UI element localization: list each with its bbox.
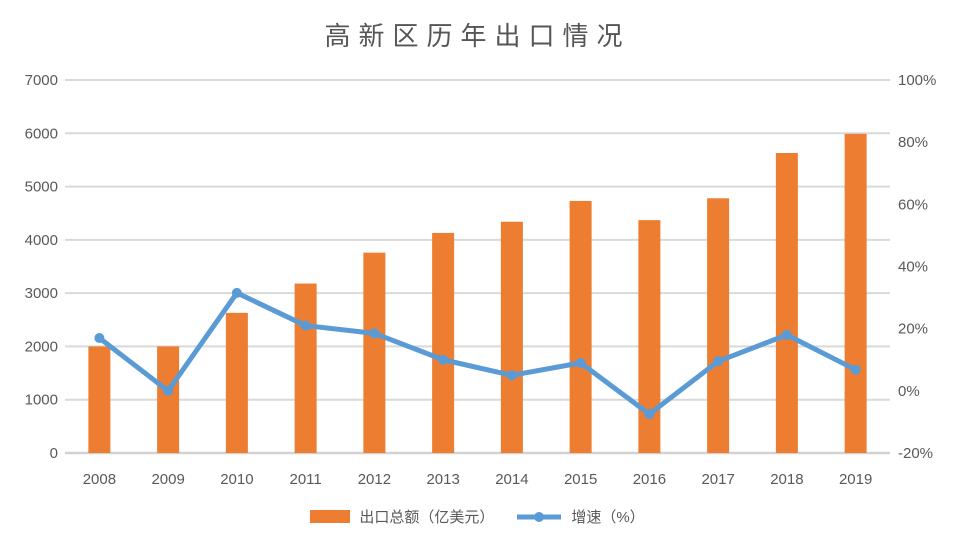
- x-axis-label-2013: 2013: [426, 471, 459, 488]
- x-axis-label-2016: 2016: [633, 471, 666, 488]
- right-axis-tick-label: 0%: [898, 383, 920, 400]
- left-axis-tick-label: 1000: [25, 392, 58, 409]
- legend-label-exports: 出口总额（亿美元）: [359, 509, 495, 526]
- legend: 出口总额（亿美元） 增速（%）: [0, 506, 955, 527]
- left-axis-tick-label: 3000: [25, 285, 58, 302]
- bar-2011: [294, 283, 317, 453]
- growth-marker-2010: [231, 287, 242, 298]
- x-axis-label-2014: 2014: [495, 471, 528, 488]
- bar-2017: [707, 198, 730, 453]
- x-axis-label-2018: 2018: [770, 471, 803, 488]
- bar-2012: [363, 252, 386, 453]
- growth-marker-2018: [781, 329, 792, 340]
- line-series-swatch-icon: [517, 511, 562, 522]
- bar-series-swatch-icon: [310, 510, 351, 523]
- right-axis-tick-label: 60%: [898, 196, 928, 213]
- right-axis-tick-label: 100%: [898, 72, 936, 89]
- growth-marker-2019: [850, 364, 861, 375]
- bar-2019: [844, 133, 867, 453]
- legend-label-growth: 增速（%）: [571, 509, 645, 526]
- growth-marker-2017: [713, 356, 724, 367]
- legend-item-exports: 出口总额（亿美元）: [310, 506, 494, 527]
- bar-2015: [569, 200, 592, 453]
- left-axis-tick-label: 4000: [25, 232, 58, 249]
- x-axis-label-2017: 2017: [701, 471, 734, 488]
- x-axis-label-2012: 2012: [358, 471, 391, 488]
- growth-marker-2015: [575, 357, 586, 368]
- right-axis-tick-label: -20%: [898, 445, 933, 462]
- x-axis-label-2009: 2009: [151, 471, 184, 488]
- bar-2014: [500, 221, 523, 453]
- bar-2009: [157, 346, 180, 453]
- bar-2018: [775, 153, 798, 453]
- left-axis-tick-label: 6000: [25, 125, 58, 142]
- x-axis-label-2011: 2011: [289, 471, 321, 488]
- bar-2016: [638, 220, 661, 453]
- x-axis-label-2010: 2010: [220, 471, 253, 488]
- growth-marker-2011: [300, 320, 311, 331]
- growth-line: [96, 290, 859, 417]
- growth-marker-2009: [163, 385, 174, 396]
- legend-item-growth: 增速（%）: [516, 506, 645, 527]
- x-axis-label-2008: 2008: [83, 471, 116, 488]
- x-axis-label-2019: 2019: [839, 471, 872, 488]
- left-axis-tick-label: 5000: [25, 179, 58, 196]
- right-axis-tick-label: 40%: [898, 259, 928, 276]
- bar-2010: [225, 312, 248, 453]
- right-axis-tick-label: 20%: [898, 321, 928, 338]
- bar-2008: [88, 346, 111, 453]
- chart-title: 高新区历年出口情况: [324, 22, 631, 51]
- left-axis-tick-label: 2000: [25, 338, 58, 355]
- chart-canvas: 0 1000 2000 3000 4000 5000 6000 7000 -20% 0% 20% 40…: [25, 72, 937, 488]
- bar-2013: [432, 232, 455, 453]
- growth-marker-2016: [644, 409, 655, 420]
- growth-marker-2008: [94, 332, 105, 343]
- x-axis-label-2015: 2015: [564, 471, 597, 488]
- growth-marker-2013: [438, 354, 449, 365]
- growth-marker-2012: [369, 328, 380, 339]
- growth-marker-2014: [506, 370, 517, 381]
- left-axis-tick-label: 7000: [25, 72, 58, 89]
- right-axis-tick-label: 80%: [898, 134, 928, 151]
- left-axis-tick-label: 0: [50, 445, 58, 462]
